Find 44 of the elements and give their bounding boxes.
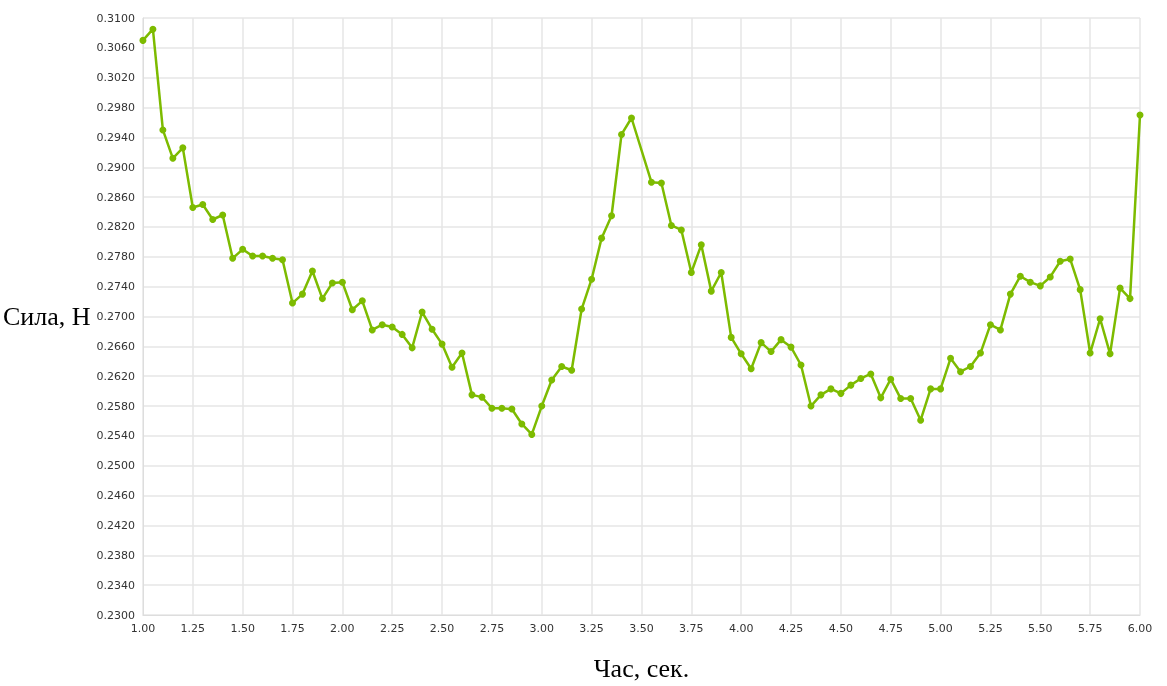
y-tick-label: 0.2740	[96, 280, 135, 294]
x-tick-label: 4.75	[878, 622, 903, 635]
x-tick-label: 1.50	[230, 622, 255, 635]
y-tick-label: 0.3100	[96, 11, 135, 25]
y-tick-label: 0.2700	[96, 310, 135, 323]
y-axis-title: Сила, Н	[3, 302, 91, 331]
x-tick-label: 3.25	[579, 622, 604, 635]
x-tick-label: 3.75	[679, 622, 704, 635]
y-tick-label: 0.2780	[96, 250, 135, 264]
x-tick-label: 2.50	[429, 622, 455, 635]
x-tick-label: 3.00	[529, 622, 555, 635]
y-tick-label: 0.2860	[96, 190, 135, 204]
x-tick-label: 5.75	[1077, 622, 1103, 635]
y-tick-label: 0.2980	[96, 101, 135, 115]
x-tick-label: 2.00	[330, 622, 355, 635]
y-tick-label: 0.2460	[96, 489, 135, 503]
x-tick-label: 1.25	[180, 622, 206, 635]
y-tick-label: 0.2620	[96, 369, 135, 383]
x-tick-label: 5.00	[928, 622, 953, 635]
y-tick-label: 0.2380	[96, 548, 135, 562]
y-tick-label: 0.2420	[96, 518, 135, 532]
y-tick-label: 0.2540	[96, 429, 135, 443]
y-tick-label: 0.2940	[96, 130, 135, 144]
x-tick-label: 5.25	[978, 622, 1003, 635]
x-tick-label: 3.50	[629, 622, 654, 635]
y-tick-label: 0.2500	[96, 459, 135, 473]
x-tick-label: 1.75	[280, 622, 305, 635]
x-tick-label: 2.75	[479, 622, 505, 635]
x-tick-label: 4.50	[828, 622, 854, 635]
x-tick-label: 4.00	[728, 622, 754, 635]
x-tick-label: 2.25	[379, 622, 405, 635]
y-tick-label: 0.2340	[96, 578, 135, 592]
y-tick-label: 0.2300	[96, 608, 135, 622]
x-axis-title: Час, сек.	[593, 653, 690, 683]
x-tick-label: 6.00	[1127, 622, 1153, 635]
y-tick-label: 0.3060	[96, 41, 135, 55]
x-tick-label: 4.25	[778, 622, 804, 635]
y-tick-label: 0.2580	[96, 399, 135, 413]
y-tick-label: 0.2900	[96, 160, 135, 174]
x-tick-label: 1.00	[130, 622, 156, 635]
y-tick-label: 0.3020	[96, 71, 135, 85]
y-tick-label: 0.2660	[96, 339, 135, 353]
x-tick-label: 5.50	[1028, 622, 1053, 635]
y-tick-label: 0.2820	[96, 220, 135, 234]
